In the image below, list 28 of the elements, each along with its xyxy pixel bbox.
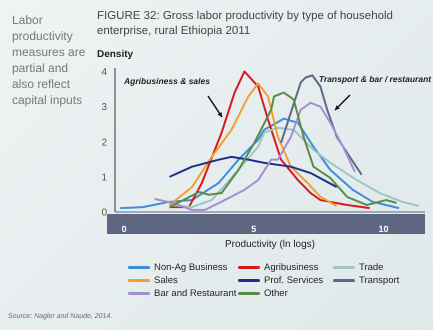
chart-title: FIGURE 32: Gross labor productivity by type of household enterprise, rural Ethiopia 2011 [97, 9, 394, 39]
y-tick-label: 4 [101, 67, 108, 78]
legend-label: Bar and Restaurant [154, 288, 236, 299]
line-series [168, 92, 398, 208]
legend-label: Non-Ag Business [154, 262, 228, 273]
line-series [154, 102, 356, 211]
line-series [280, 74, 363, 176]
line-series [119, 118, 400, 210]
legend-label: Transport [359, 275, 400, 286]
x-tick-label: 0 [122, 224, 127, 234]
legend-label: Agribusiness [264, 262, 318, 273]
x-tick-label: 5 [251, 224, 256, 234]
y-tick-label: 2 [101, 137, 108, 148]
text: Labor productivity measures are partial and also reflect capital inputs [12, 12, 86, 108]
legend-label: Sales [154, 275, 178, 286]
line-series [168, 126, 420, 208]
x-tick-label: 10 [378, 224, 388, 234]
y-tick-label: 1 [101, 172, 108, 184]
y-axis-title: Density [97, 49, 134, 60]
legend-label: Prof. Services [264, 275, 324, 286]
legend-label: Trade [359, 262, 384, 273]
annotation: Agribusiness & sales [124, 76, 210, 86]
y-tick-label: 3 [101, 102, 108, 114]
annotation: Transport & bar / restaurant [318, 74, 432, 84]
y-tick-label: 0 [101, 208, 108, 219]
x-axis-title: Productivity (ln logs) [224, 239, 316, 250]
line-series [168, 156, 338, 188]
legend-label: Other [264, 288, 288, 299]
